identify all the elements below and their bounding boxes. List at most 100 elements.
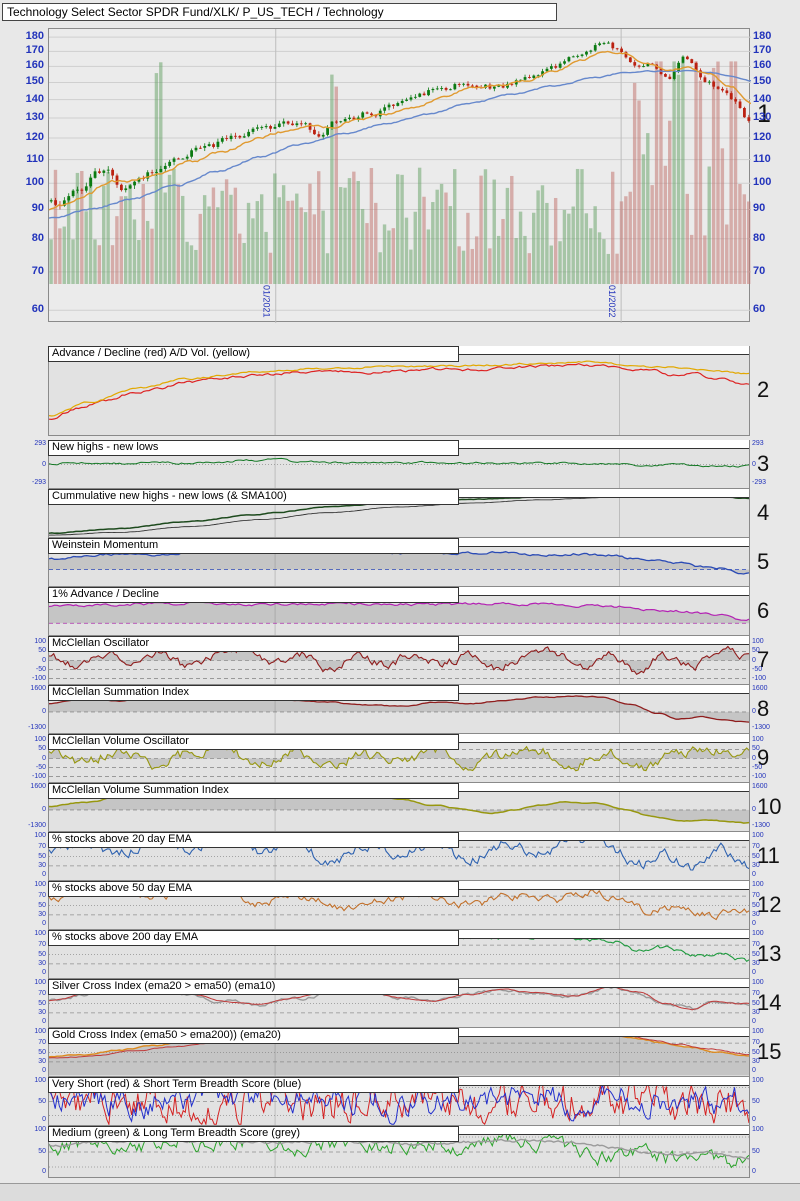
chart-title-box: Technology Select Sector SPDR Fund/XLK/ … xyxy=(2,3,557,21)
panel-number-2: 2 xyxy=(757,377,770,402)
panel-label-box: % stocks above 50 day EMA xyxy=(48,881,459,897)
panel-label: New highs - new lows xyxy=(52,441,159,453)
panel-label: % stocks above 50 day EMA xyxy=(52,882,193,894)
panel-ytick-right: 100 xyxy=(752,1077,764,1084)
panel-top-strip xyxy=(452,346,749,355)
panel-top-strip xyxy=(452,685,749,694)
panel-ytick-left: 30 xyxy=(38,1057,46,1065)
panel-ytick-left: 0 xyxy=(42,920,46,927)
panel-label: McClellan Oscillator xyxy=(52,637,150,649)
panel-ytick-right: -50 xyxy=(752,665,763,673)
main-ytick-left: 160 xyxy=(25,59,44,72)
panel-ytick-left: 0 xyxy=(42,1168,46,1175)
panel-ytick-right: -50 xyxy=(752,763,763,771)
panel-ytick-left: 100 xyxy=(34,736,46,744)
panel-number-6: 6 xyxy=(757,597,770,623)
panel-label: Weinstein Momentum xyxy=(52,539,159,551)
panel-ytick-left: -1300 xyxy=(28,724,46,731)
panel-ytick-left: 100 xyxy=(34,832,46,839)
panel-ytick-left: -100 xyxy=(31,772,46,780)
main-ytick-left: 80 xyxy=(31,231,44,244)
main-ytick-left: 170 xyxy=(25,44,44,57)
panel-number-15: 15 xyxy=(757,1038,782,1064)
panel-label-box: McClellan Summation Index xyxy=(48,685,459,701)
panel-ytick-left: 293 xyxy=(34,440,46,447)
main-ytick-right: 160 xyxy=(753,59,772,72)
panel-15: Gold Cross Index (ema50 > ema200)) (ema2… xyxy=(48,1028,750,1077)
panel-ytick-left: 30 xyxy=(38,1008,46,1016)
panel-ytick-left: 70 xyxy=(38,892,46,900)
main-ytick-right: 90 xyxy=(753,202,766,215)
panel-top-strip xyxy=(452,440,749,449)
panel-very-short-red-short-term-breadth-score-blue-: Very Short (red) & Short Term Breadth Sc… xyxy=(48,1077,750,1126)
panel-number-14: 14 xyxy=(757,989,782,1015)
panel-8: McClellan Summation Index xyxy=(48,685,750,734)
panel-3: New highs - new lows xyxy=(48,440,750,489)
main-ytick-right: 170 xyxy=(753,44,772,57)
chart-title: Technology Select Sector SPDR Fund/XLK/ … xyxy=(7,5,384,19)
panel-ytick-left: 50 xyxy=(38,1097,46,1105)
panel-label: Very Short (red) & Short Term Breadth Sc… xyxy=(52,1078,302,1090)
panel-ytick-right: 30 xyxy=(752,910,760,918)
panel-ytick-left: -100 xyxy=(31,674,46,682)
panel-ytick-right: 50 xyxy=(752,901,760,909)
panel-ytick-right: 30 xyxy=(752,861,760,869)
panel-label-box: % stocks above 20 day EMA xyxy=(48,832,459,848)
panel-ytick-right: -1300 xyxy=(752,724,770,731)
panel-label-box: New highs - new lows xyxy=(48,440,459,456)
panel-ytick-left: -1300 xyxy=(28,822,46,829)
panel-label-box: % stocks above 200 day EMA xyxy=(48,930,459,946)
panel-top-strip xyxy=(452,636,749,645)
panel-ytick-left: 0 xyxy=(42,460,46,468)
panel-ytick-right: 0 xyxy=(752,1018,756,1025)
panel-top-strip xyxy=(452,538,749,547)
panel-label-box: Medium (green) & Long Term Breadth Score… xyxy=(48,1126,459,1142)
main-price-panel xyxy=(48,28,751,323)
panel-label-box: McClellan Volume Oscillator xyxy=(48,734,459,750)
panel-ytick-right: 0 xyxy=(752,656,756,664)
panel-label-box: Cummulative new highs - new lows (& SMA1… xyxy=(48,489,459,505)
panel-ytick-left: 100 xyxy=(34,1126,46,1133)
panel-label-box: 1% Advance / Decline xyxy=(48,587,459,603)
panel-4: Cummulative new highs - new lows (& SMA1… xyxy=(48,489,750,538)
panel-number-7: 7 xyxy=(757,646,770,672)
panel-ytick-left: 0 xyxy=(42,969,46,976)
panel-ytick-left: 1600 xyxy=(30,685,46,692)
panel-ytick-right: 100 xyxy=(752,736,764,744)
panel-13: % stocks above 200 day EMA xyxy=(48,930,750,979)
panel-ytick-left: 0 xyxy=(42,871,46,878)
panel-ytick-right: 70 xyxy=(752,1039,760,1047)
panel-top-strip xyxy=(452,832,749,841)
panel-2: Advance / Decline (red) A/D Vol. (yellow… xyxy=(48,346,750,436)
panel-ytick-left: 100 xyxy=(34,1077,46,1084)
panel-top-strip xyxy=(452,930,749,939)
panel-ytick-left: 70 xyxy=(38,1039,46,1047)
panel-ytick-right: 0 xyxy=(752,1168,756,1175)
panel-top-strip xyxy=(452,1077,749,1086)
panel-ytick-right: 0 xyxy=(752,754,756,762)
panel-label-box: McClellan Volume Summation Index xyxy=(48,783,459,799)
panel-ytick-left: 30 xyxy=(38,861,46,869)
panel-number-11: 11 xyxy=(757,842,780,868)
panel-ytick-left: 70 xyxy=(38,990,46,998)
main-ytick-right: 110 xyxy=(753,152,771,165)
panel-label: Advance / Decline (red) A/D Vol. (yellow… xyxy=(52,347,251,359)
panel-label-box: Advance / Decline (red) A/D Vol. (yellow… xyxy=(48,346,459,362)
main-ytick-right: 180 xyxy=(753,30,772,43)
panel-number-1: 1 xyxy=(757,100,771,128)
panel-ytick-right: 70 xyxy=(752,990,760,998)
panel-ytick-right: 0 xyxy=(752,969,756,976)
panel-number-9: 9 xyxy=(757,744,770,770)
panel-ytick-right: 50 xyxy=(752,745,760,753)
main-ytick-left: 110 xyxy=(26,152,44,165)
panel-ytick-left: -293 xyxy=(31,479,46,486)
panel-label: % stocks above 20 day EMA xyxy=(52,833,193,845)
panel-ytick-left: -50 xyxy=(35,665,46,673)
panel-ytick-right: 100 xyxy=(752,638,764,646)
panel-ytick-right: 0 xyxy=(752,871,756,878)
panel-14: Silver Cross Index (ema20 > ema50) (ema1… xyxy=(48,979,750,1028)
panel-ytick-right: 50 xyxy=(752,647,760,655)
main-ytick-left: 130 xyxy=(25,111,44,124)
panel-ytick-right: -293 xyxy=(752,479,767,486)
